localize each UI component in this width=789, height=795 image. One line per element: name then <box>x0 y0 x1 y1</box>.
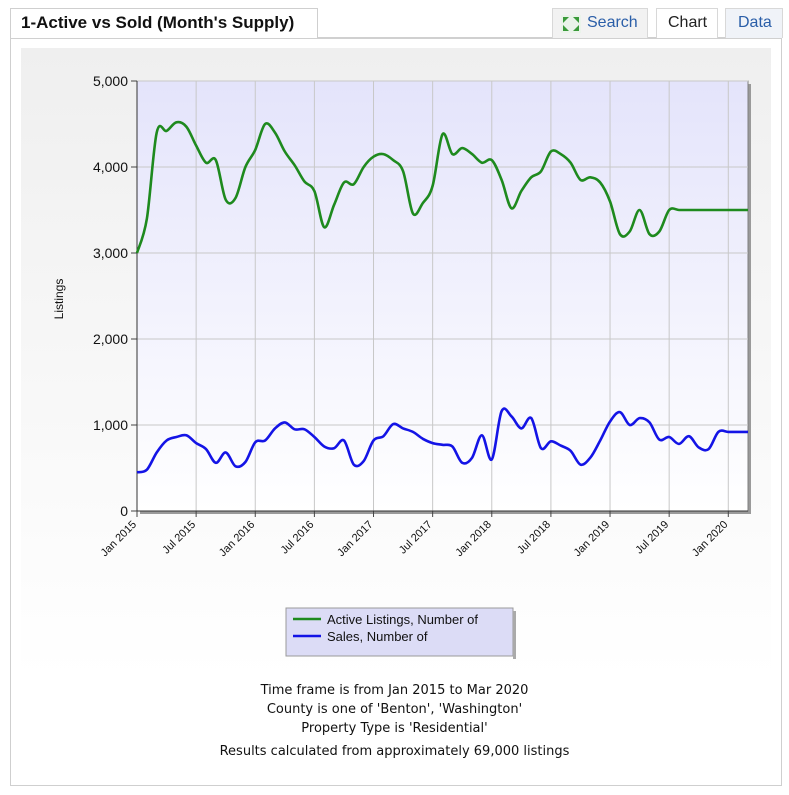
caption-results: Results calculated from approximately 69… <box>219 744 570 759</box>
plot-area <box>136 80 749 512</box>
series-line-sales <box>136 407 748 474</box>
series-line-active-listings <box>135 120 748 254</box>
y-tick-label: 0 <box>120 503 128 519</box>
caption-property-type: Property Type is 'Residential' <box>301 721 488 736</box>
caption-county: County is one of 'Benton', 'Washington' <box>266 702 523 717</box>
chart-title: 1-Active vs Sold (Month's Supply) <box>21 13 295 32</box>
legend-shadow <box>513 611 516 659</box>
legend: Active Listings, Number of Sales, Number… <box>285 607 516 659</box>
y-tick-label: 5,000 <box>93 73 128 89</box>
title-tab: 1-Active vs Sold (Month's Supply) <box>10 8 318 38</box>
y-tick-label: 1,000 <box>93 417 128 433</box>
y-tick-label: 3,000 <box>93 245 128 261</box>
y-tick-label: 2,000 <box>93 331 128 347</box>
legend-box <box>285 607 514 657</box>
tab-search[interactable]: Search <box>552 8 648 38</box>
caption-timeframe: Time frame is from Jan 2015 to Mar 2020 <box>260 683 529 698</box>
legend-label-active: Active Listings, Number of <box>327 612 478 627</box>
tab-data-label: Data <box>738 14 772 31</box>
tab-search-label: Search <box>587 14 638 31</box>
expand-icon <box>561 15 581 33</box>
tab-data[interactable]: Data <box>725 8 783 38</box>
tab-chart-label: Chart <box>668 14 708 31</box>
legend-label-sales: Sales, Number of <box>327 629 428 644</box>
y-tick-label: 4,000 <box>93 159 128 175</box>
y-axis-label: Listings <box>52 279 66 320</box>
tab-chart[interactable]: Chart <box>656 8 718 38</box>
